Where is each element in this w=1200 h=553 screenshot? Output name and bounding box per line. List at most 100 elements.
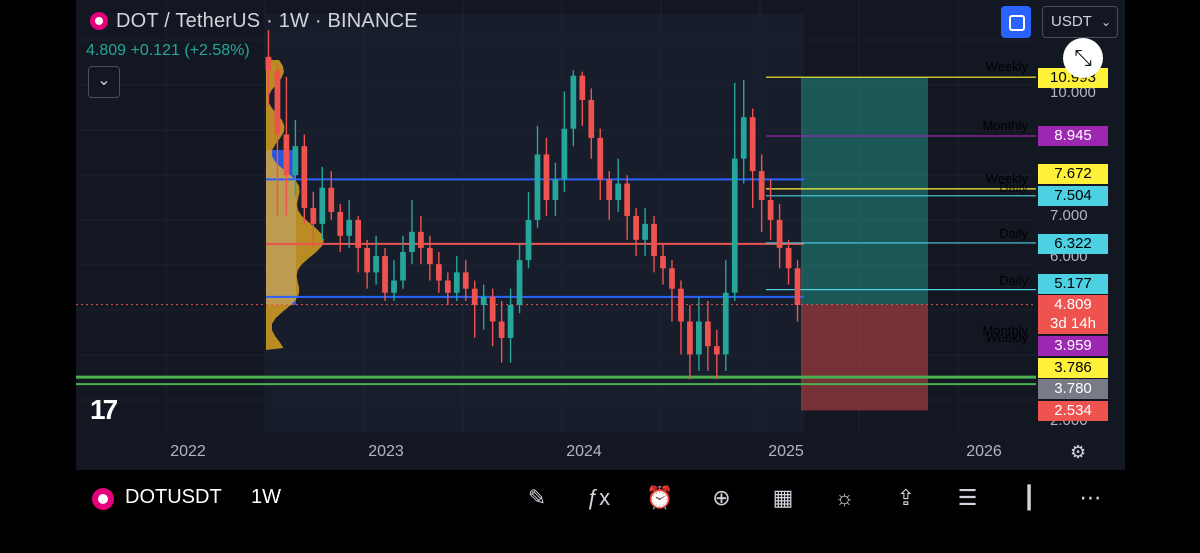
candle-body bbox=[525, 219, 532, 261]
candle-body bbox=[633, 215, 639, 240]
alarm-clock-icon[interactable]: ⏰ bbox=[646, 485, 674, 510]
candle-body bbox=[507, 305, 514, 338]
x-tick-2022: 2022 bbox=[170, 443, 206, 460]
candle-body bbox=[624, 183, 631, 216]
candle-body bbox=[722, 292, 729, 355]
level-label: Daily bbox=[999, 273, 1028, 288]
level-label: Monthly bbox=[982, 118, 1028, 133]
candle-body bbox=[713, 346, 720, 355]
price-change-readout: 4.809 +0.121 (+2.58%) bbox=[86, 42, 250, 59]
polkadot-logo-icon bbox=[90, 12, 108, 30]
candle-body bbox=[669, 268, 675, 289]
sync-button[interactable] bbox=[1001, 6, 1031, 38]
price-axis-label: 6.322 bbox=[1038, 234, 1108, 254]
candle-body bbox=[579, 75, 586, 100]
price-axis-label: 3.786 bbox=[1038, 358, 1108, 378]
y-tick: 10.000 bbox=[1050, 84, 1096, 101]
candle-body bbox=[391, 280, 397, 293]
price-axis-label: 7.504 bbox=[1038, 186, 1108, 206]
candle-body bbox=[480, 296, 487, 305]
level-label: Weekly bbox=[985, 59, 1028, 74]
candle-body bbox=[642, 223, 648, 240]
candle-body bbox=[570, 75, 577, 129]
price-axis-label: 8.945 bbox=[1038, 126, 1108, 146]
x-tick-2026: 2026 bbox=[966, 443, 1002, 460]
candle-body bbox=[606, 179, 613, 200]
level-label: Daily bbox=[999, 180, 1028, 195]
tradingview-logo: 17 bbox=[90, 394, 118, 425]
idea-lightbulb-icon[interactable]: ☼ bbox=[834, 485, 855, 510]
x-tick-2023: 2023 bbox=[368, 443, 404, 460]
price-axis-label: 3.780 bbox=[1038, 379, 1108, 399]
symbol-title[interactable]: DOT / TetherUS · 1W · BINANCE bbox=[116, 10, 418, 32]
candle-body bbox=[498, 321, 505, 338]
notes-icon[interactable]: ☰ bbox=[957, 485, 978, 510]
candle-body bbox=[346, 219, 353, 236]
candle-body bbox=[283, 134, 290, 176]
polkadot-logo-icon bbox=[92, 488, 114, 510]
bottom-toolbar bbox=[76, 470, 1125, 528]
candle-body bbox=[758, 171, 765, 200]
candle-body bbox=[696, 321, 702, 355]
candle-body bbox=[704, 321, 711, 347]
level-label: Weekly bbox=[985, 330, 1028, 345]
currency-select[interactable]: USDT ⌄ bbox=[1042, 6, 1118, 38]
candle-body bbox=[471, 288, 478, 305]
layout-grid-icon[interactable]: ▦ bbox=[772, 485, 794, 510]
draw-pen-icon[interactable]: ✎ bbox=[527, 485, 547, 510]
position-stop-zone bbox=[801, 304, 928, 411]
collapse-icon: ⤡ bbox=[1074, 45, 1092, 70]
more-icon[interactable]: ⋯ bbox=[1079, 485, 1102, 510]
candle-body bbox=[489, 296, 496, 322]
candle-body bbox=[453, 272, 460, 293]
candle-body bbox=[444, 280, 451, 293]
candle-body bbox=[597, 137, 604, 180]
candle-body bbox=[337, 211, 344, 236]
candle-body bbox=[543, 154, 550, 200]
share-icon[interactable]: ⇪ bbox=[896, 485, 916, 510]
candle-body bbox=[615, 183, 622, 200]
price-axis-label: 2.534 bbox=[1038, 401, 1108, 421]
chart-settings-icon[interactable]: ⚙ bbox=[1070, 442, 1087, 462]
legend-collapse-button[interactable]: ⌄ bbox=[88, 66, 120, 98]
candle-body bbox=[427, 247, 433, 265]
chart-area[interactable]: DOT / TetherUS · 1W · BINANCE 4.809 +0.1… bbox=[76, 0, 1125, 470]
candle-body bbox=[776, 219, 783, 248]
x-tick-2024: 2024 bbox=[566, 443, 602, 460]
candle-body bbox=[373, 256, 379, 273]
candle-body bbox=[651, 223, 657, 257]
candle-body bbox=[687, 321, 693, 355]
candle-body bbox=[740, 117, 747, 159]
indicator-fx-icon[interactable]: ƒx bbox=[586, 485, 611, 510]
candle-body bbox=[588, 99, 595, 138]
candle-body bbox=[400, 251, 406, 281]
candle-body bbox=[678, 288, 684, 322]
candle-body bbox=[301, 146, 308, 208]
price-axis-label: 7.672 bbox=[1038, 164, 1108, 184]
candle-body bbox=[382, 256, 388, 293]
candle-body bbox=[749, 117, 756, 172]
candle-body bbox=[364, 247, 370, 273]
price-axis-label: 3.959 bbox=[1038, 336, 1108, 356]
exit-fullscreen-button[interactable]: ⤡ bbox=[1063, 38, 1103, 78]
volume-profile bbox=[266, 60, 324, 350]
y-tick: 7.000 bbox=[1050, 207, 1088, 224]
candle-body bbox=[552, 179, 559, 200]
interval-button[interactable]: 1W bbox=[251, 486, 281, 508]
app-window: DOT / TetherUS · 1W · BINANCE 4.809 +0.1… bbox=[76, 0, 1125, 528]
position-target-zone bbox=[801, 77, 928, 305]
price-axis-label: 4.809 bbox=[1038, 295, 1108, 315]
symbol-button[interactable]: DOTUSDT bbox=[125, 486, 222, 508]
candle-body bbox=[516, 260, 523, 305]
candle-body bbox=[561, 128, 568, 180]
candle-body bbox=[409, 231, 415, 252]
candle-body bbox=[274, 70, 281, 135]
price-chart[interactable] bbox=[76, 0, 1125, 470]
candle-body bbox=[355, 219, 362, 248]
candle-style-icon[interactable]: ┃ bbox=[1022, 485, 1036, 510]
candle-body bbox=[767, 199, 774, 220]
level-label: Weekly bbox=[985, 171, 1028, 186]
candle-body bbox=[328, 187, 335, 212]
candle-body bbox=[435, 264, 442, 281]
add-plus-icon[interactable]: ⊕ bbox=[712, 485, 731, 510]
